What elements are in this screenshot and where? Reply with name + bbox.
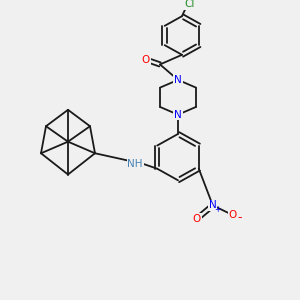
Text: -: - [238, 212, 242, 224]
Text: O: O [193, 214, 201, 224]
Text: N: N [174, 75, 182, 85]
Text: +: + [214, 205, 221, 214]
Text: NH: NH [128, 159, 143, 169]
Text: N: N [174, 110, 182, 120]
Text: N: N [209, 200, 217, 210]
Text: O: O [142, 55, 150, 64]
Text: O: O [229, 210, 237, 220]
Text: Cl: Cl [185, 0, 195, 9]
